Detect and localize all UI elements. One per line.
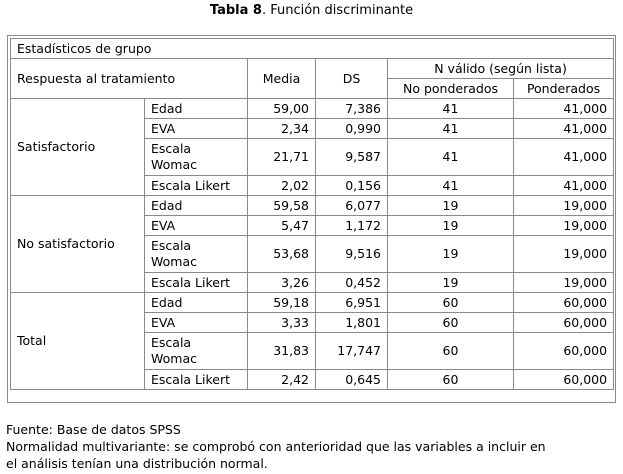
unweighted-value: 41 <box>387 175 514 196</box>
variable-name: Escala Likert <box>144 175 248 196</box>
variable-name-line2: Womac <box>151 254 197 269</box>
unweighted-value: 19 <box>387 195 514 216</box>
variable-name: Escala Womac <box>144 332 248 370</box>
unweighted-value: 60 <box>387 332 514 370</box>
variable-name: Escala Likert <box>144 272 248 293</box>
table-row: No satisfactorio Edad 59,58 6,077 19 19,… <box>10 195 615 293</box>
variable-name-line2: Womac <box>151 157 197 172</box>
mean-value: 2,34 <box>247 118 316 139</box>
mean-value: 53,68 <box>247 235 316 273</box>
mean-value: 21,71 <box>247 138 316 176</box>
weighted-value: 41,000 <box>512 175 615 196</box>
group-statistics-table: Estadísticos de grupo Respuesta al trata… <box>9 38 615 390</box>
variable-name: Escala Likert <box>144 369 248 390</box>
header-weighted: Ponderados <box>512 78 615 99</box>
weighted-value: 19,000 <box>512 272 615 293</box>
weighted-value: 19,000 <box>512 215 615 236</box>
table-title: Estadísticos de grupo <box>9 38 615 59</box>
mean-value: 59,00 <box>247 98 316 119</box>
sd-value: 6,951 <box>315 292 388 313</box>
weighted-value: 19,000 <box>512 235 615 273</box>
weighted-value: 41,000 <box>512 98 615 119</box>
table-row: Escala Likert 3,26 0,452 19 19,000 <box>11 272 615 293</box>
table-caption: Tabla 8. Función discriminante <box>0 3 623 18</box>
variable-name: EVA <box>144 118 248 139</box>
sd-value: 6,077 <box>315 195 388 216</box>
group-name: Total <box>10 292 145 390</box>
header-response: Respuesta al tratamiento <box>10 58 248 99</box>
unweighted-value: 60 <box>387 312 514 333</box>
caption-label: Tabla 8 <box>209 3 262 18</box>
table-row: Escala Womac 21,71 9,587 41 41,000 <box>11 138 615 176</box>
mean-value: 3,33 <box>247 312 316 333</box>
unweighted-value: 60 <box>387 292 514 313</box>
weighted-value: 60,000 <box>512 312 615 333</box>
variable-name: Edad <box>144 292 248 313</box>
group-name: Satisfactorio <box>10 98 145 196</box>
unweighted-value: 41 <box>387 98 514 119</box>
sd-value: 0,156 <box>315 175 388 196</box>
variable-name: EVA <box>144 215 248 236</box>
weighted-value: 60,000 <box>512 369 615 390</box>
variable-name: Edad <box>144 98 248 119</box>
source-note: Fuente: Base de datos SPSS <box>6 422 181 437</box>
table-title-row: Estadísticos de grupo <box>9 38 615 59</box>
variable-name: Escala Womac <box>144 235 248 273</box>
header-n-valid: N válido (según lista) <box>386 58 615 79</box>
caption-text: . Función discriminante <box>261 3 414 18</box>
variable-name-line2: Womac <box>151 351 197 366</box>
mean-value: 31,83 <box>247 332 316 370</box>
unweighted-value: 60 <box>387 369 514 390</box>
mean-value: 59,58 <box>247 195 316 216</box>
sd-value: 9,587 <box>315 138 388 176</box>
weighted-value: 41,000 <box>512 118 615 139</box>
table-row: Total Edad 59,18 6,951 60 60,000 <box>10 292 615 390</box>
variable-name: Edad <box>144 195 248 216</box>
header-row-1: Respuesta al tratamiento Media DS N váli… <box>10 58 615 99</box>
variable-name-line1: Escala <box>151 141 192 156</box>
mean-value: 2,02 <box>247 175 316 196</box>
weighted-value: 41,000 <box>512 138 615 176</box>
unweighted-value: 19 <box>387 215 514 236</box>
sd-value: 9,516 <box>315 235 388 273</box>
group-name: No satisfactorio <box>10 195 145 293</box>
weighted-value: 19,000 <box>512 195 615 216</box>
sd-value: 0,452 <box>315 272 388 293</box>
mean-value: 5,47 <box>247 215 316 236</box>
variable-name-line1: Escala <box>151 335 192 350</box>
table-row: Escala Likert 2,42 0,645 60 60,000 <box>11 369 615 390</box>
sd-value: 1,172 <box>315 215 388 236</box>
sd-value: 1,801 <box>315 312 388 333</box>
mean-value: 2,42 <box>247 369 316 390</box>
table-footer: Fuente: Base de datos SPSS Normalidad mu… <box>6 421 618 472</box>
table-row: Escala Likert 2,02 0,156 41 41,000 <box>11 175 615 196</box>
table-row: Escala Womac 53,68 9,516 19 19,000 <box>11 235 615 273</box>
normality-note-line2: el análisis tenían una distribución norm… <box>6 456 268 471</box>
variable-name: Escala Womac <box>144 138 248 176</box>
table-frame <box>7 35 616 403</box>
table-row: Escala Womac 31,83 17,747 60 60,000 <box>11 332 615 370</box>
unweighted-value: 41 <box>387 138 514 176</box>
header-unweighted: No ponderados <box>387 78 514 99</box>
header-row-2: No ponderados Ponderados <box>11 78 615 99</box>
mean-value: 3,26 <box>247 272 316 293</box>
sd-value: 7,386 <box>315 98 388 119</box>
weighted-value: 60,000 <box>512 292 615 313</box>
table-row: EVA 2,34 0,990 41 41,000 <box>11 118 615 139</box>
header-sd: DS <box>315 58 388 99</box>
sd-value: 0,645 <box>315 369 388 390</box>
table-row: Satisfactorio Edad 59,00 7,386 41 41,000 <box>10 98 615 196</box>
variable-name: EVA <box>144 312 248 333</box>
unweighted-value: 19 <box>387 235 514 273</box>
header-mean: Media <box>247 58 316 99</box>
mean-value: 59,18 <box>247 292 316 313</box>
weighted-value: 60,000 <box>512 332 615 370</box>
unweighted-value: 41 <box>387 118 514 139</box>
variable-name-line1: Escala <box>151 238 192 253</box>
sd-value: 0,990 <box>315 118 388 139</box>
unweighted-value: 19 <box>387 272 514 293</box>
sd-value: 17,747 <box>315 332 388 370</box>
normality-note-line1: Normalidad multivariante: se comprobó co… <box>6 439 546 454</box>
table-row: EVA 5,47 1,172 19 19,000 <box>11 215 615 236</box>
